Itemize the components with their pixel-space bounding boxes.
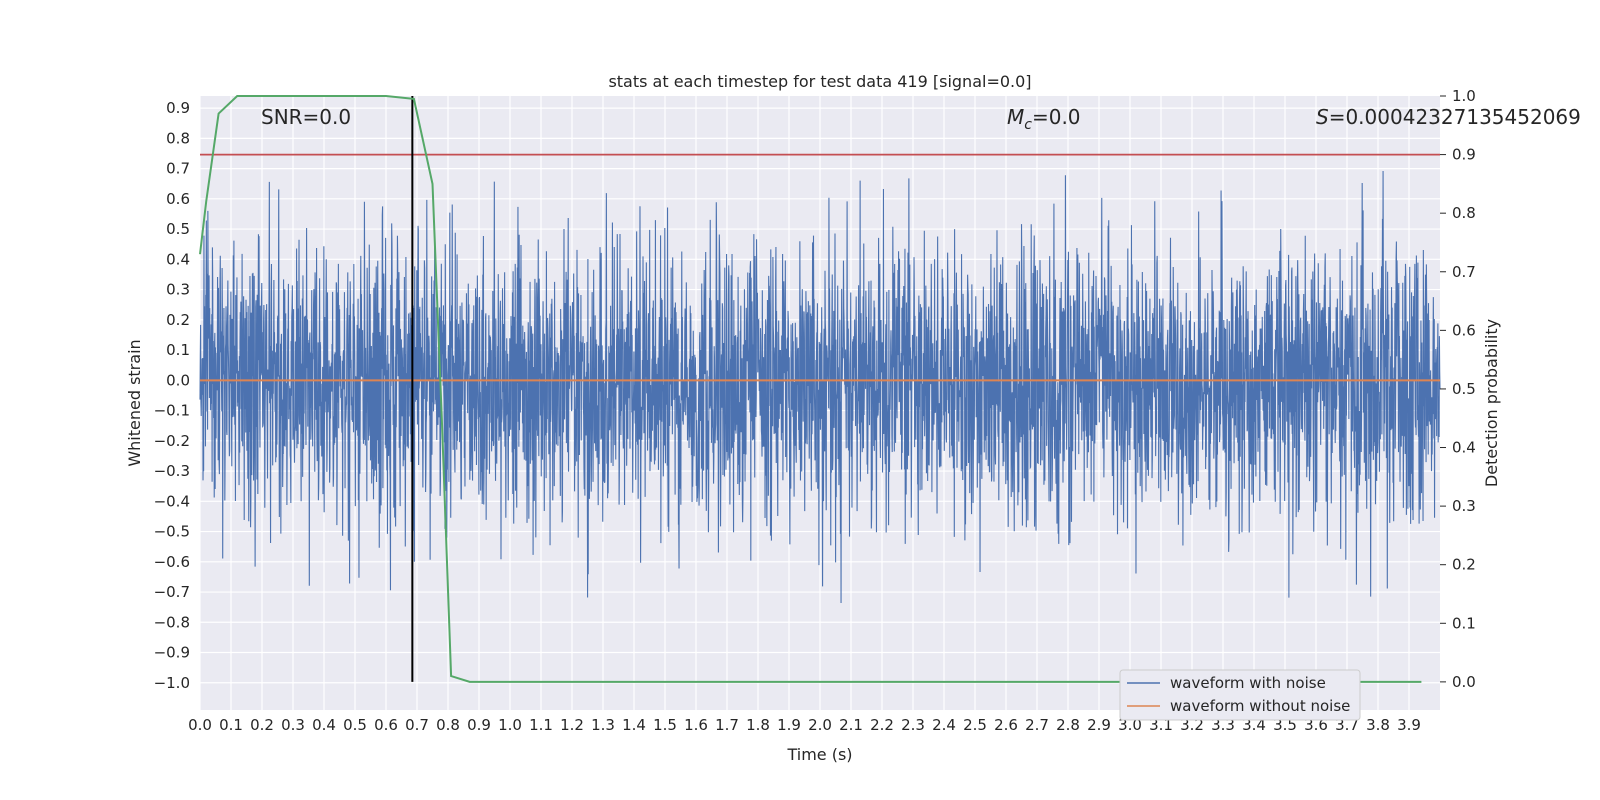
axis-ticks: 0.0 0.1 0.2 0.3 0.4 0.5 0.6 0.7 0.8 0.9 1.0 1.1 1.2 1… — [154, 87, 1476, 734]
legend-label-clean: waveform without noise — [1170, 697, 1350, 715]
y-tick-label-left: 0.5 — [166, 220, 190, 238]
x-tick-label: 2.2 — [870, 716, 894, 734]
y-axis-label-right: Detection probability — [1482, 319, 1501, 487]
x-tick-label: 1.3 — [591, 716, 615, 734]
x-tick-label: 0.6 — [374, 716, 398, 734]
x-tick-label: 0.7 — [405, 716, 429, 734]
x-tick-label: 0.2 — [250, 716, 274, 734]
x-tick-label: 1.5 — [653, 716, 677, 734]
y-tick-label-right: 1.0 — [1452, 87, 1476, 105]
x-tick-label: 1.1 — [529, 716, 553, 734]
y-tick-label-right: 0.8 — [1452, 204, 1476, 222]
y-tick-label-right: 0.3 — [1452, 497, 1476, 515]
y-tick-label-right: 0.7 — [1452, 263, 1476, 281]
y-tick-label-left: 0.1 — [166, 341, 190, 359]
mc-annotation: Mc=0.0 — [1007, 105, 1081, 133]
chart-title: stats at each timestep for test data 419… — [608, 72, 1031, 91]
y-tick-label-right: 0.1 — [1452, 614, 1476, 632]
x-tick-label: 2.1 — [839, 716, 863, 734]
y-tick-label-left: −0.8 — [154, 613, 190, 631]
x-tick-label: 2.8 — [1056, 716, 1080, 734]
y-tick-label-left: −0.7 — [154, 583, 190, 601]
y-tick-label-left: −0.9 — [154, 644, 190, 662]
s-symbol: S — [1316, 105, 1329, 129]
mc-value: =0.0 — [1032, 105, 1081, 129]
x-tick-label: 2.9 — [1087, 716, 1111, 734]
x-tick-label: 0.9 — [467, 716, 491, 734]
y-tick-label-left: −0.3 — [154, 462, 190, 480]
y-tick-label-right: 0.5 — [1452, 380, 1476, 398]
x-axis-label: Time (s) — [786, 745, 852, 764]
x-tick-label: 1.9 — [777, 716, 801, 734]
x-tick-label: 2.5 — [963, 716, 987, 734]
x-tick-label: 3.9 — [1397, 716, 1421, 734]
y-tick-label-left: 0.3 — [166, 281, 190, 299]
x-tick-label: 2.7 — [1025, 716, 1049, 734]
x-tick-label: 1.7 — [715, 716, 739, 734]
x-tick-label: 2.6 — [994, 716, 1018, 734]
y-tick-label-left: 0.2 — [166, 311, 190, 329]
y-axis-label-left: Whitened strain — [125, 339, 144, 466]
legend: waveform with noise waveform without noi… — [1119, 669, 1361, 721]
x-tick-label: 1.4 — [622, 716, 646, 734]
x-tick-label: 0.5 — [343, 716, 367, 734]
mc-subscript: c — [1024, 117, 1032, 133]
y-tick-label-left: 0.9 — [166, 99, 190, 117]
x-tick-label: 1.0 — [498, 716, 522, 734]
x-tick-label: 2.0 — [808, 716, 832, 734]
y-tick-label-left: −0.2 — [154, 432, 190, 450]
y-tick-label-left: 0.8 — [166, 129, 190, 147]
detection-probability-line — [199, 95, 1422, 683]
y-tick-label-left: 0.6 — [166, 190, 190, 208]
snr-annotation: SNR=0.0 — [261, 105, 351, 129]
y-tick-label-right: 0.4 — [1452, 439, 1476, 457]
y-tick-label-right: 0.2 — [1452, 556, 1476, 574]
x-tick-label: 1.8 — [746, 716, 770, 734]
x-tick-label: 2.4 — [932, 716, 956, 734]
y-tick-label-left: 0.4 — [166, 250, 190, 268]
x-tick-label: 3.8 — [1366, 716, 1390, 734]
legend-box — [1119, 669, 1361, 721]
y-tick-label-left: −0.6 — [154, 553, 190, 571]
s-value: =0.00042327135452069 — [1329, 105, 1581, 129]
x-tick-label: 0.0 — [188, 716, 212, 734]
legend-label-noise: waveform with noise — [1170, 674, 1326, 692]
y-tick-label-right: 0.9 — [1452, 146, 1476, 164]
y-tick-label-left: −1.0 — [154, 674, 190, 692]
s-annotation: S=0.00042327135452069 — [1316, 105, 1581, 129]
y-tick-label-left: 0.0 — [166, 371, 190, 389]
y-tick-label-left: −0.1 — [154, 402, 190, 420]
x-tick-label: 0.1 — [219, 716, 243, 734]
x-tick-label: 0.3 — [281, 716, 305, 734]
y-tick-label-left: −0.4 — [154, 492, 190, 510]
x-tick-label: 0.4 — [312, 716, 336, 734]
x-tick-label: 1.6 — [684, 716, 708, 734]
x-tick-label: 0.8 — [436, 716, 460, 734]
mc-symbol: M — [1007, 105, 1024, 129]
x-tick-label: 2.3 — [901, 716, 925, 734]
y-tick-label-left: 0.7 — [166, 160, 190, 178]
x-tick-label: 1.2 — [560, 716, 584, 734]
y-tick-label-right: 0.6 — [1452, 321, 1476, 339]
y-tick-label-right: 0.0 — [1452, 673, 1476, 691]
y-tick-label-left: −0.5 — [154, 523, 190, 541]
overlay-lines — [199, 95, 1440, 683]
